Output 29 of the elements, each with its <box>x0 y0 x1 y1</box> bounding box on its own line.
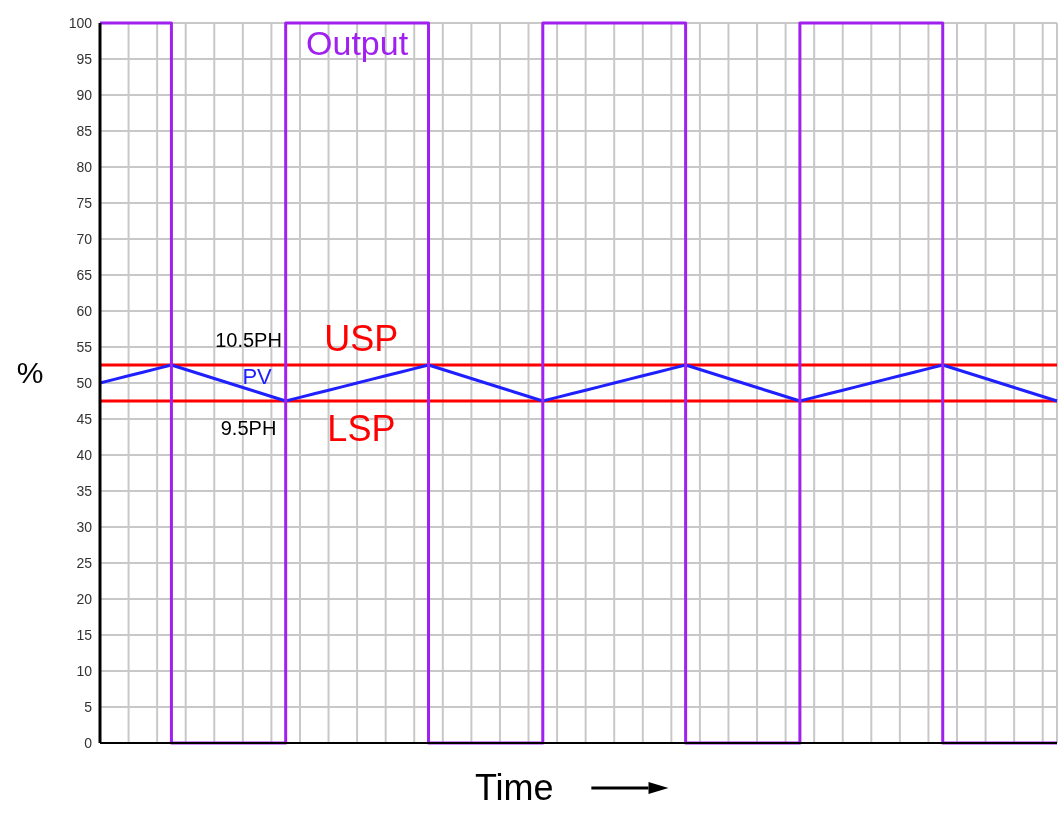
y-tick-label: 25 <box>76 554 93 571</box>
y-axis-title: % <box>16 356 44 389</box>
y-tick-label: 5 <box>84 698 93 715</box>
y-tick-label: 0 <box>84 734 93 751</box>
y-tick-label: 50 <box>76 374 93 391</box>
y-tick-label: 30 <box>76 518 93 535</box>
y-tick-label: 10 <box>76 662 93 679</box>
y-tick-label: 75 <box>76 194 93 211</box>
y-tick-label: 40 <box>76 446 93 463</box>
y-tick-label: 45 <box>76 410 93 427</box>
y-tick-label: 95 <box>76 50 93 67</box>
y-tick-label: 55 <box>76 338 93 355</box>
x-axis-title: Time <box>474 767 554 808</box>
ref-line-label: USP <box>324 318 399 359</box>
y-tick-label: 70 <box>76 230 93 247</box>
y-tick-label: 60 <box>76 302 93 319</box>
series-label: PV <box>242 363 273 389</box>
y-tick-label: 15 <box>76 626 93 643</box>
ref-line-label: LSP <box>327 408 396 449</box>
y-tick-label: 65 <box>76 266 93 283</box>
y-tick-label: 90 <box>76 86 93 103</box>
y-tick-label: 80 <box>76 158 93 175</box>
annotation: 9.5PH <box>220 417 277 439</box>
y-tick-label: 100 <box>68 14 93 31</box>
y-tick-label: 85 <box>76 122 93 139</box>
annotation: 10.5PH <box>215 329 282 351</box>
y-tick-label: 35 <box>76 482 93 499</box>
y-tick-label: 20 <box>76 590 93 607</box>
series-label: Output <box>306 24 409 63</box>
